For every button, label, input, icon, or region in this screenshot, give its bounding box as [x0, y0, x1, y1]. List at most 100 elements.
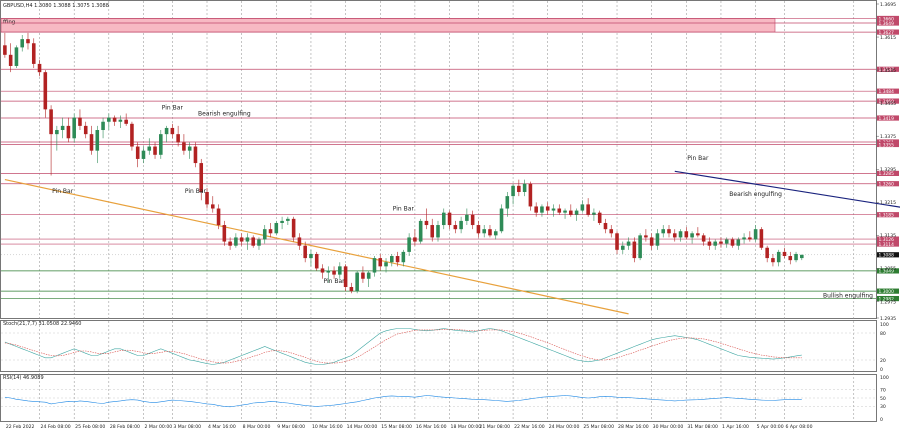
- panel-tick-label: 0: [880, 367, 883, 373]
- candle-body: [569, 210, 573, 215]
- candle-body: [274, 222, 279, 234]
- candle-body: [672, 233, 677, 238]
- candle-body: [153, 146, 157, 155]
- candle-body: [545, 206, 550, 211]
- candle-body: [147, 146, 152, 151]
- time-tick-label: 28 Mar 16:00: [618, 424, 649, 430]
- price-level-tag: [877, 88, 899, 94]
- candlesticks: [3, 32, 804, 294]
- price-level-tag: [877, 115, 899, 121]
- candle-body: [430, 225, 435, 238]
- candle-body: [170, 127, 175, 135]
- candle-body: [141, 150, 146, 159]
- price-level-tag: [877, 241, 899, 247]
- time-tick-label: 21 Mar 08:00: [479, 424, 510, 430]
- resistance-zone: ffing: [0, 18, 776, 33]
- candle-body: [557, 208, 562, 213]
- candle-body: [742, 237, 746, 240]
- candle-body: [447, 212, 452, 226]
- candle-body: [690, 233, 694, 238]
- candle-body: [78, 117, 82, 126]
- price-level-tag: [877, 20, 899, 26]
- price-level-tag: [877, 181, 899, 187]
- chart-title: GBPUSD,H4 1.3080 1.3088 1.3075 1.3088: [3, 3, 109, 9]
- panel-tick-label: 80: [880, 331, 886, 337]
- candle-body: [384, 262, 388, 267]
- time-tick-label: 28 Feb 08:00: [110, 424, 140, 430]
- candle-body: [765, 247, 769, 259]
- panel-tick-label: 0: [880, 417, 883, 423]
- candle-body: [83, 125, 88, 135]
- price-level-tag: [877, 268, 899, 274]
- candle-body: [251, 237, 255, 246]
- time-tick-label: 30 Mar 00:00: [653, 424, 684, 430]
- candle-body: [390, 256, 394, 263]
- candle-body: [286, 218, 290, 221]
- candle-body: [476, 225, 481, 234]
- candle-body: [326, 270, 331, 273]
- price-level-tag: [877, 98, 899, 104]
- price-level-tag: [877, 29, 899, 35]
- candle-body: [124, 119, 128, 124]
- pattern-annotation: Pin Bar: [162, 104, 184, 111]
- candle-body: [418, 220, 423, 242]
- candle-body: [112, 117, 117, 122]
- candle-body: [182, 142, 186, 151]
- candle-body: [101, 121, 105, 131]
- candle-body: [800, 254, 804, 259]
- pattern-annotation: Pin Bar: [687, 155, 709, 162]
- main-panel-frame: [0, 0, 877, 319]
- trendlines[interactable]: [4, 170, 900, 315]
- price-levels: [1, 18, 876, 299]
- price-level-tag-label: 1.3114: [879, 242, 895, 248]
- candle-body: [592, 212, 596, 215]
- candle-body: [701, 235, 706, 242]
- candle-body: [309, 253, 313, 259]
- candle-body: [378, 258, 383, 267]
- candle-body: [20, 39, 25, 48]
- pattern-annotation: Pin Bar: [323, 278, 345, 285]
- candle-body: [493, 231, 498, 236]
- candle-body: [719, 241, 723, 244]
- candle-body: [580, 204, 585, 211]
- candle-body: [43, 72, 48, 110]
- candle-body: [55, 130, 59, 135]
- candle-body: [372, 258, 377, 273]
- candle-body: [753, 229, 758, 240]
- candle-body: [366, 272, 371, 279]
- price-tick-label: 1.3375: [880, 134, 896, 140]
- time-tick-label: 10 Mar 16:00: [312, 424, 343, 430]
- rsi-label: RSI(14) 46.9089: [3, 375, 44, 381]
- candle-body: [707, 241, 712, 246]
- stoch-panel-frame: [0, 320, 877, 372]
- candle-body: [655, 233, 660, 246]
- candle-body: [187, 146, 192, 151]
- candle-body: [130, 123, 134, 147]
- pattern-annotation: Pin Bar: [185, 188, 207, 195]
- candle-body: [459, 220, 463, 230]
- price-level-tag: [877, 66, 899, 72]
- rsi-line: [4, 395, 802, 408]
- time-tick-label: 31 Mar 08:00: [687, 424, 718, 430]
- time-tick-label: 22 Mar 16:00: [514, 424, 545, 430]
- candle-body: [280, 220, 284, 223]
- candle-body: [470, 214, 475, 226]
- price-tick-label: 1.2975: [880, 299, 896, 305]
- pattern-annotation: Pin Bar: [52, 188, 74, 195]
- candle-body: [349, 287, 354, 292]
- candle-body: [684, 231, 689, 238]
- candle-body: [586, 204, 590, 215]
- price-level-tag-label: 1.3285: [879, 171, 895, 177]
- price-level-tag-label: 1.3126: [879, 237, 895, 243]
- time-tick-label: 22 Feb 2022: [6, 424, 35, 430]
- time-tick-label: 2 Mar 00:00: [144, 424, 172, 430]
- time-tick-label: 4 Mar 16:00: [208, 424, 236, 430]
- candle-body: [534, 206, 538, 213]
- pattern-annotations: Pin Bar Pin Bar Bearish engulfing Pin Bar Pi…: [52, 104, 873, 299]
- candle-body: [563, 210, 567, 213]
- time-tick-label: 24 Mar 00:00: [549, 424, 580, 430]
- rsi-panel-frame: [0, 374, 877, 422]
- panel-tick-label: 100: [880, 322, 889, 328]
